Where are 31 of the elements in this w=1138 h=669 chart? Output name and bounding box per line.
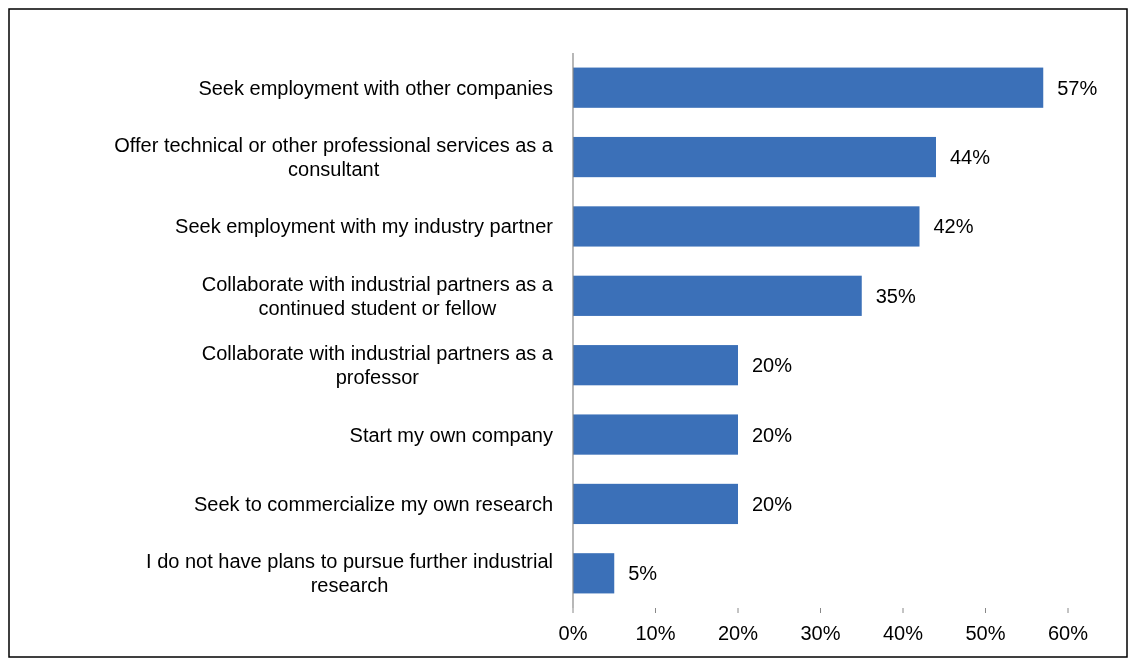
data-label: 42%	[933, 215, 974, 238]
bar	[573, 414, 738, 455]
y-tick-label: Start my own company	[349, 423, 553, 446]
bar	[573, 345, 738, 386]
data-label: 44%	[950, 146, 991, 169]
y-tick-label: Offer technical or other professional services as a consultant	[114, 134, 554, 181]
x-tick-label: 20%	[717, 622, 759, 644]
bar	[573, 275, 862, 316]
y-tick-label: Seek to commercialize my own research	[193, 492, 553, 515]
x-tick-label: 60%	[1047, 622, 1089, 644]
y-tick-label: I do not have plans to pursue further industrial research	[146, 550, 553, 597]
y-tick-label: Collaborate with industrial partners as a professor	[201, 342, 554, 389]
y-tick-label: Seek employment with my industry partner	[175, 215, 554, 238]
x-tick-label: 10%	[635, 622, 676, 644]
bar	[573, 67, 1044, 108]
y-tick-label: Seek employment with other companies	[198, 76, 553, 99]
data-label: 20%	[752, 354, 793, 377]
y-tick-label: Collaborate with industrial partners as a continued student or fellow	[201, 272, 554, 319]
data-label: 35%	[875, 284, 916, 307]
bar	[573, 483, 738, 525]
bar	[573, 206, 920, 247]
x-tick-label: 0%	[558, 622, 588, 644]
data-label: 57%	[1057, 76, 1098, 99]
bar	[573, 136, 936, 178]
data-label: 20%	[752, 492, 793, 515]
x-tick-label: 30%	[800, 622, 841, 644]
bar	[573, 553, 615, 594]
x-tick-label: 40%	[882, 622, 924, 644]
data-label: 20%	[752, 423, 793, 446]
data-label: 5%	[628, 562, 658, 585]
x-tick-label: 50%	[965, 622, 1006, 644]
